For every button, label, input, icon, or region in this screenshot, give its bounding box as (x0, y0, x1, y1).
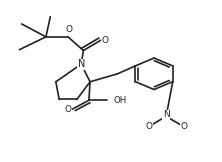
Text: N: N (77, 59, 85, 69)
Text: O: O (65, 25, 73, 34)
Text: N: N (163, 110, 170, 119)
Text: O: O (180, 122, 187, 131)
Text: N: N (77, 59, 85, 69)
Text: OH: OH (114, 96, 127, 105)
Text: O: O (65, 105, 72, 114)
Text: O: O (145, 122, 152, 131)
Text: O: O (102, 35, 109, 45)
